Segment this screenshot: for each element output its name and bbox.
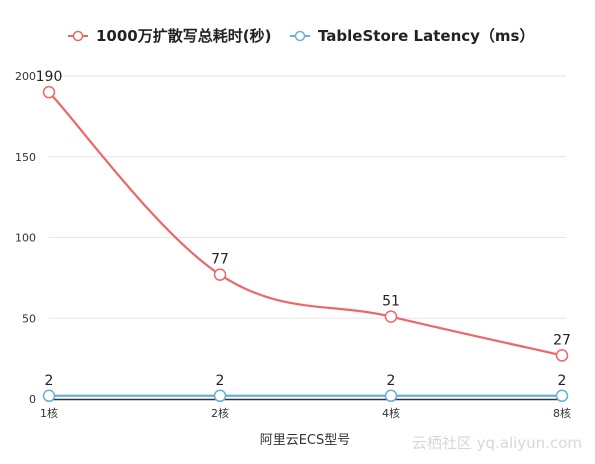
data-point: [213, 389, 227, 403]
watermark: 云栖社区 yq.aliyun.com: [412, 434, 582, 452]
x-tick-label: 4核: [382, 406, 400, 420]
y-tick-label: 100: [15, 232, 36, 245]
x-tick-label: 8核: [553, 406, 571, 420]
grid-lines: [49, 75, 566, 319]
x-tick-label: 2核: [211, 406, 229, 420]
series-line: [48, 91, 563, 357]
data-point: [213, 268, 227, 281]
legend-label: TableStore Latency（ms）: [318, 27, 534, 45]
x-axis-label: 阿里云ECS型号: [260, 433, 351, 448]
data-point: [42, 85, 56, 99]
y-tick-label: 50: [22, 312, 36, 325]
data-label: 51: [382, 294, 400, 310]
data-label: 2: [45, 373, 54, 389]
y-tick-label: 200: [15, 70, 36, 83]
y-tick-label: 150: [15, 151, 36, 164]
data-point: [555, 389, 569, 403]
y-axis: 0 50 100 150 200: [15, 70, 36, 406]
legend-marker: [72, 30, 84, 42]
data-label: 77: [211, 252, 229, 268]
data-label: 2: [387, 373, 396, 389]
series-layer: 2 2 2 2 190 77 51 27: [36, 69, 571, 403]
data-point: [384, 310, 398, 323]
data-label: 2: [558, 373, 567, 389]
data-label: 2: [216, 373, 225, 389]
data-point: [42, 389, 56, 403]
y-tick-label: 0: [29, 393, 36, 406]
legend: 1000万扩散写总耗时(秒) TableStore Latency（ms）: [68, 27, 534, 45]
x-axis: 1核 2核 4核 8核: [40, 398, 571, 420]
data-point: [555, 349, 569, 362]
data-label: 27: [553, 332, 571, 348]
legend-label: 1000万扩散写总耗时(秒): [96, 27, 271, 45]
data-label: 190: [36, 69, 63, 85]
data-point: [384, 389, 398, 403]
legend-marker: [294, 30, 306, 42]
x-tick-label: 1核: [40, 406, 58, 420]
